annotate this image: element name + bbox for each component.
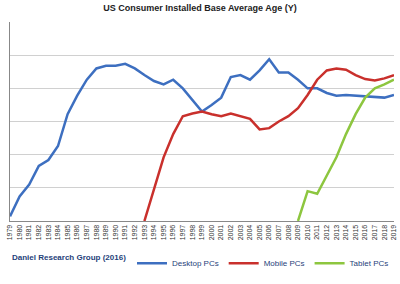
svg-text:2004: 2004 bbox=[246, 225, 253, 241]
svg-text:1999: 1999 bbox=[198, 225, 205, 241]
svg-text:1988: 1988 bbox=[93, 225, 100, 241]
svg-text:1985: 1985 bbox=[64, 225, 71, 241]
svg-text:Tablet PCs: Tablet PCs bbox=[350, 259, 389, 268]
svg-text:2013: 2013 bbox=[333, 225, 340, 241]
svg-text:Desktop PCs: Desktop PCs bbox=[172, 259, 219, 268]
svg-text:1982: 1982 bbox=[35, 225, 42, 241]
svg-text:1993: 1993 bbox=[141, 225, 148, 241]
svg-text:1992: 1992 bbox=[131, 225, 138, 241]
svg-text:2007: 2007 bbox=[275, 225, 282, 241]
svg-text:1995: 1995 bbox=[160, 225, 167, 241]
svg-text:2009: 2009 bbox=[294, 225, 301, 241]
svg-text:2001: 2001 bbox=[217, 225, 224, 241]
svg-text:1981: 1981 bbox=[25, 225, 32, 241]
svg-text:2008: 2008 bbox=[285, 225, 292, 241]
svg-text:2016: 2016 bbox=[361, 225, 368, 241]
svg-text:1979: 1979 bbox=[6, 225, 13, 241]
svg-text:1984: 1984 bbox=[54, 225, 61, 241]
svg-text:2002: 2002 bbox=[227, 225, 234, 241]
svg-text:US Consumer Installed Base Ave: US Consumer Installed Base Average Age (… bbox=[103, 3, 297, 13]
svg-text:1994: 1994 bbox=[150, 225, 157, 241]
svg-text:1987: 1987 bbox=[83, 225, 90, 241]
svg-text:2000: 2000 bbox=[208, 225, 215, 241]
svg-text:1990: 1990 bbox=[112, 225, 119, 241]
svg-text:2006: 2006 bbox=[265, 225, 272, 241]
svg-text:Daniel Research Group (2016): Daniel Research Group (2016) bbox=[12, 253, 126, 262]
svg-text:2011: 2011 bbox=[313, 225, 320, 240]
svg-text:2019: 2019 bbox=[390, 225, 397, 241]
svg-text:1998: 1998 bbox=[189, 225, 196, 241]
svg-text:1989: 1989 bbox=[102, 225, 109, 241]
svg-text:1986: 1986 bbox=[73, 225, 80, 241]
svg-text:1983: 1983 bbox=[45, 225, 52, 241]
svg-text:2018: 2018 bbox=[381, 225, 388, 241]
svg-text:2010: 2010 bbox=[304, 225, 311, 241]
svg-text:2017: 2017 bbox=[371, 225, 378, 241]
svg-text:2005: 2005 bbox=[256, 225, 263, 241]
svg-text:1991: 1991 bbox=[121, 225, 128, 241]
svg-text:Mobile PCs: Mobile PCs bbox=[264, 259, 305, 268]
svg-text:1997: 1997 bbox=[179, 225, 186, 241]
svg-text:2014: 2014 bbox=[342, 225, 349, 241]
svg-text:1996: 1996 bbox=[169, 225, 176, 241]
svg-text:2003: 2003 bbox=[237, 225, 244, 241]
svg-text:2015: 2015 bbox=[352, 225, 359, 241]
svg-text:2012: 2012 bbox=[323, 225, 330, 241]
svg-text:1980: 1980 bbox=[16, 225, 23, 241]
